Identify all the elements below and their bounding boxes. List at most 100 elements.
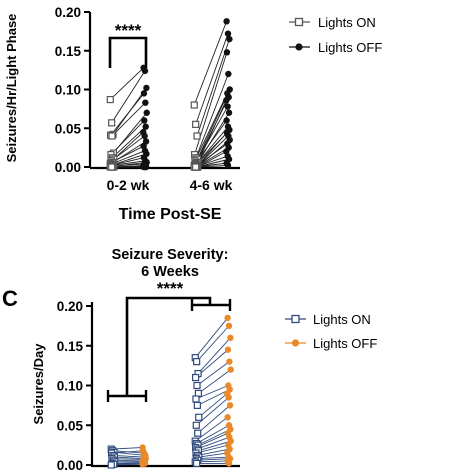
lights-on-point [192, 120, 200, 128]
x-tick-label: 4-6 wk [190, 177, 233, 193]
lights-on-point [192, 373, 200, 382]
pair-line [111, 160, 146, 166]
lights-off-point [143, 109, 150, 116]
panel-b: Seizures/Hr/Light Phase 0.00 0.05 0.10 0.15… [4, 0, 382, 223]
lights-off-point [142, 99, 149, 106]
panel-b-x-ticks: 0-2 wk 4-6 wk [107, 177, 233, 193]
lights-off-point [226, 358, 233, 365]
pair-line [197, 458, 231, 461]
legend-label: Lights ON [318, 15, 376, 30]
legend-label: Lights OFF [313, 336, 377, 351]
pair-line [196, 436, 230, 450]
pair-line [194, 416, 228, 442]
legend-label: Lights ON [313, 312, 371, 327]
pair-line [111, 70, 146, 124]
lights-on-point [193, 459, 201, 468]
open-square-marker-icon [291, 314, 300, 324]
panel-c-title: Seizure Severity: [112, 247, 229, 263]
panel-c-legend: Lights ON Lights OFF [285, 312, 377, 351]
pair-line [110, 93, 145, 136]
pair-line [109, 67, 144, 100]
pair-line [197, 337, 231, 374]
lights-off-point [142, 123, 149, 130]
legend-label: Lights OFF [318, 40, 382, 55]
pair-line [110, 120, 145, 155]
pair-line [113, 131, 144, 160]
lights-on-point [192, 163, 200, 171]
panel-c-letter: C [2, 286, 18, 311]
lights-on-point [107, 461, 115, 469]
lights-on-point [108, 132, 116, 140]
y-tick-label: 0.15 [55, 44, 82, 59]
panel-b-significance-stars-2: **** [198, 0, 225, 9]
lights-on-point [106, 95, 114, 104]
pair-line [196, 38, 230, 137]
pair-line [111, 102, 146, 137]
lights-off-point [227, 366, 234, 373]
panel-b-y-ticks: 0.00 0.05 0.10 0.15 0.20 [55, 5, 90, 175]
pair-line [196, 325, 230, 362]
lights-off-point [224, 314, 231, 322]
lights-on-point [193, 381, 201, 390]
panel-b-y-axis-label: Seizures/Hr/Light Phase [4, 14, 19, 163]
panel-c-subtitle: 6 Weeks [141, 264, 199, 280]
lights-on-point [193, 132, 201, 140]
lights-off-point [223, 97, 230, 104]
pair-line [112, 153, 147, 166]
panel-b-significance-stars-1: **** [115, 21, 142, 40]
lights-on-point [195, 413, 203, 421]
y-tick-label: 0.00 [55, 160, 81, 175]
pair-line [195, 73, 229, 158]
lights-on-point [108, 119, 116, 127]
panel-b-x-axis-label: Time Post-SE [119, 206, 222, 223]
lights-off-point [225, 460, 233, 467]
panel-b-pair-lines [109, 21, 231, 168]
pair-line [198, 440, 231, 452]
y-tick-label: 0.10 [55, 83, 81, 98]
lights-off-point [140, 90, 148, 97]
y-tick-label: 0.05 [55, 121, 82, 136]
pair-line [194, 93, 228, 161]
pair-line [197, 100, 227, 164]
lights-on-point [190, 101, 198, 109]
y-tick-label: 0.10 [57, 379, 83, 394]
lights-off-point [141, 117, 148, 124]
lights-off-point [223, 117, 230, 124]
lights-on-point [194, 429, 202, 437]
lights-off-point [223, 49, 231, 56]
panel-b-points [106, 18, 233, 171]
lights-on-point [193, 358, 201, 366]
panel-c-significance-stars: **** [157, 279, 184, 298]
lights-off-point [141, 67, 149, 75]
lights-off-point [224, 103, 231, 110]
pair-line [193, 21, 228, 106]
y-tick-label: 0.00 [57, 458, 83, 473]
filled-circle-marker-icon [295, 43, 303, 51]
lights-off-point [226, 402, 234, 409]
pair-line [198, 393, 228, 418]
filled-circle-marker-icon [291, 339, 300, 347]
lights-off-point [139, 447, 147, 454]
panel-c-y-ticks: 0.00 0.05 0.10 0.15 0.20 [57, 299, 92, 473]
panel-c-points [107, 314, 234, 469]
lights-off-point [224, 162, 232, 169]
pair-line [195, 33, 229, 125]
pair-line [197, 389, 230, 406]
lights-off-point [225, 394, 232, 401]
lights-off-point [226, 35, 233, 43]
y-tick-label: 0.20 [57, 299, 83, 314]
pair-line [197, 405, 231, 434]
panel-c-pair-lines [111, 317, 232, 466]
lights-off-point [143, 84, 150, 92]
pair-line [198, 452, 228, 458]
panel-b-legend-lights-off: Lights OFF [289, 40, 382, 55]
lights-on-point [193, 401, 201, 409]
lights-off-point [225, 70, 232, 78]
lights-off-point [225, 322, 233, 330]
lights-off-point [141, 132, 148, 140]
pair-line [112, 455, 145, 458]
panel-c-y-axis-label: Seizures/Day [31, 343, 46, 425]
panel-c-legend-lights-off: Lights OFF [285, 336, 377, 351]
lights-off-point [223, 18, 230, 25]
